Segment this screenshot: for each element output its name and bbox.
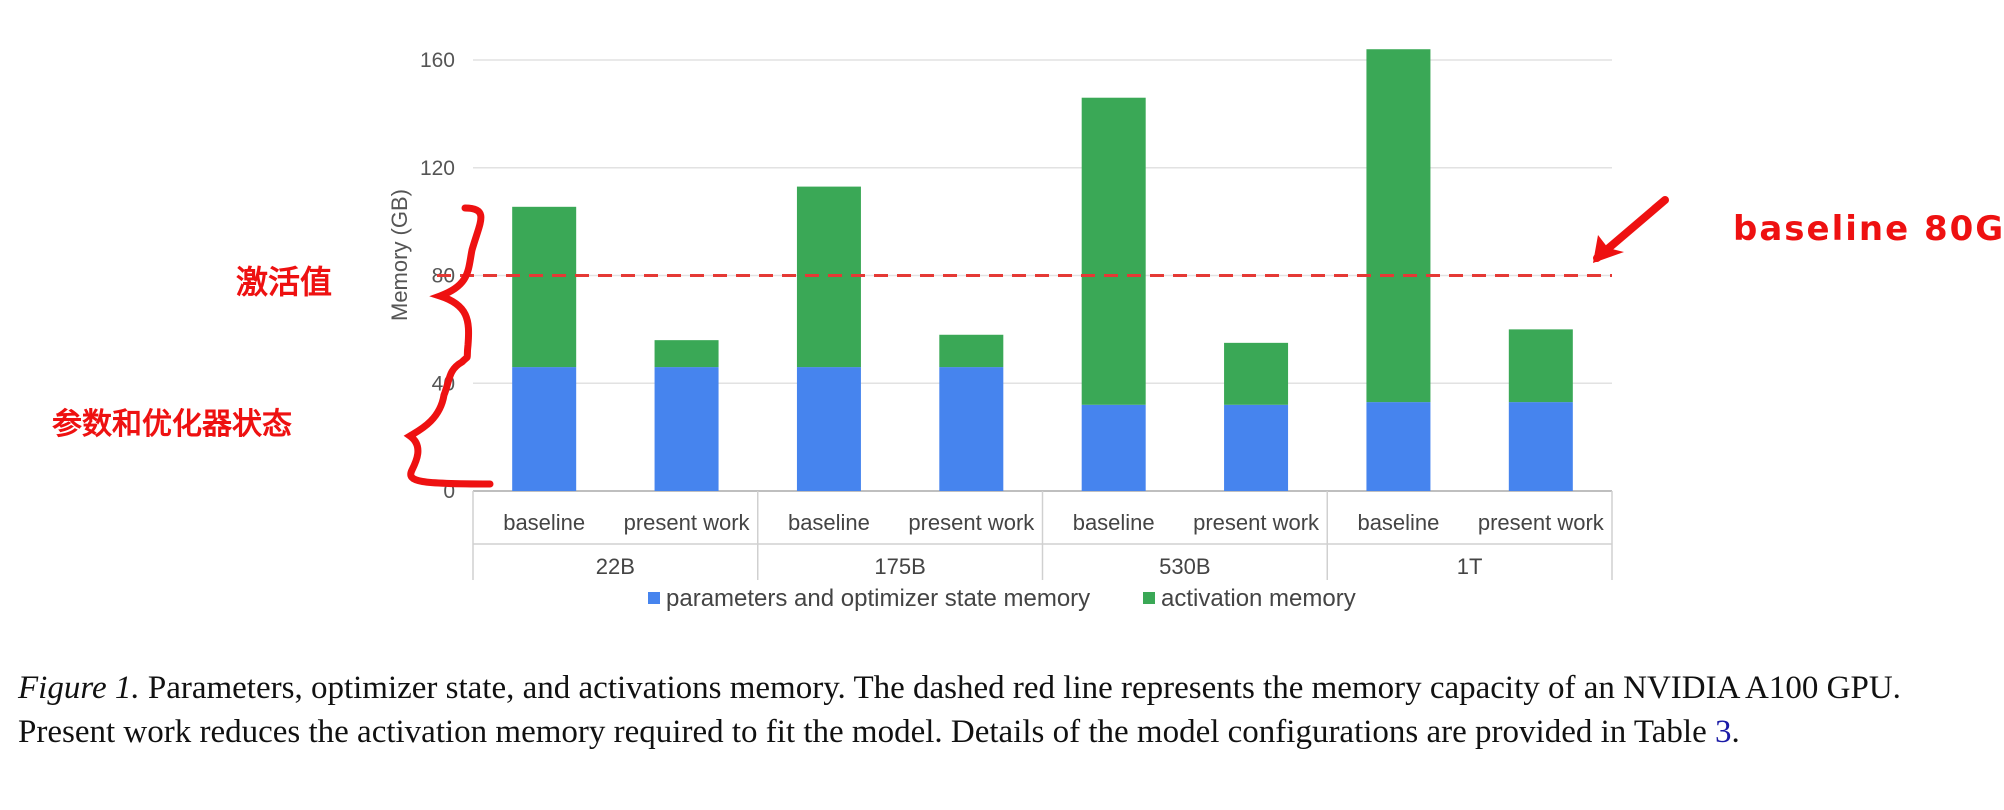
bar-parameters-segment	[1508, 402, 1573, 491]
x-group-label: 22B	[596, 554, 635, 579]
bars	[512, 49, 1573, 491]
bar-activation-segment	[1081, 97, 1146, 405]
bar-parameters-segment	[512, 367, 577, 491]
legend-swatch	[648, 592, 660, 604]
arrow-head-icon	[1593, 235, 1624, 263]
caption-end: .	[1731, 714, 1740, 750]
annotation-overlay: baseline 80G 激活值 参数和优化器状态	[52, 196, 2004, 488]
bar-activation-segment	[654, 340, 719, 368]
annotation-right-label: baseline 80G	[1733, 209, 2004, 249]
x-category-label: present work	[1478, 510, 1605, 535]
bar-activation-segment	[1224, 342, 1289, 405]
bar-activation-segment	[939, 334, 1004, 368]
x-group-label: 175B	[874, 554, 925, 579]
x-group-label: 530B	[1159, 554, 1210, 579]
x-category-label: baseline	[1357, 510, 1439, 535]
legend-swatch	[1143, 592, 1155, 604]
bar-parameters-segment	[939, 367, 1004, 491]
x-category-label: baseline	[788, 510, 870, 535]
bar-parameters-segment	[796, 367, 861, 491]
x-category-label: present work	[908, 510, 1035, 535]
caption-label: Figure 1.	[18, 670, 140, 706]
bar-parameters-segment	[654, 367, 719, 491]
table-reference-link[interactable]: 3	[1715, 714, 1732, 750]
figure-caption: Figure 1. Parameters, optimizer state, a…	[18, 666, 1988, 754]
bar-activation-segment	[1366, 49, 1431, 403]
bar-activation-segment	[512, 206, 577, 368]
legend-label: activation memory	[1161, 585, 1356, 612]
bar-activation-segment	[1508, 329, 1573, 403]
curly-brace-icon	[403, 204, 494, 488]
bar-parameters-segment	[1366, 402, 1431, 491]
y-tick-label: 0	[443, 480, 455, 503]
annotation-activation-label: 激活值	[236, 263, 332, 301]
x-category-label: baseline	[1073, 510, 1155, 535]
bar-parameters-segment	[1081, 404, 1146, 491]
x-category-label: present work	[1193, 510, 1320, 535]
annotation-param-label: 参数和优化器状态	[52, 407, 292, 442]
x-group-label: 1T	[1457, 554, 1483, 579]
y-tick-label: 120	[420, 157, 455, 180]
x-category-label: present work	[624, 510, 751, 535]
x-category-label: baseline	[503, 510, 585, 535]
x-axis: baseline present work baseline present work…	[472, 491, 1613, 580]
bar-parameters-segment	[1224, 404, 1289, 491]
legend-label: parameters and optimizer state memory	[666, 585, 1090, 612]
y-tick-label: 160	[420, 49, 455, 72]
legend: parameters and optimizer state memory act…	[648, 585, 1356, 612]
y-axis-title: Memory (GB)	[387, 189, 412, 321]
caption-text: Parameters, optimizer state, and activat…	[18, 670, 1901, 750]
